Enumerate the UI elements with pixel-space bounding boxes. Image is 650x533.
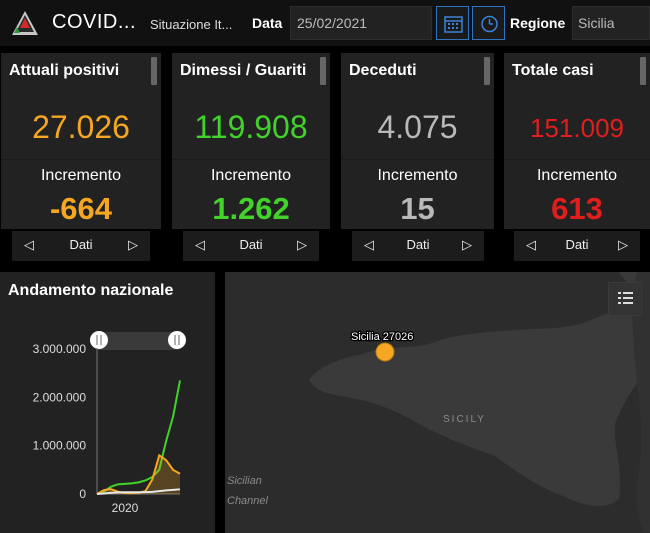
- next-icon[interactable]: ▷: [462, 237, 472, 252]
- sicilia-marker[interactable]: [375, 342, 395, 362]
- pager-label: Dati: [69, 237, 93, 252]
- app-title: COVID...: [52, 11, 137, 33]
- prev-icon[interactable]: ◁: [195, 237, 205, 252]
- prev-icon[interactable]: ◁: [526, 237, 536, 252]
- card-value: 27.026: [32, 109, 130, 145]
- card-value: 4.075: [377, 109, 458, 145]
- card-pager: ◁ Dati ▷: [514, 231, 640, 261]
- map-marker-label: Sicilia 27026: [351, 331, 413, 343]
- calendar-icon: [444, 16, 463, 33]
- card-title: Attuali positivi: [9, 62, 120, 79]
- map-label-channel: Channel: [227, 495, 269, 507]
- date-label: Data: [252, 15, 283, 31]
- map-label-sicilian: Sicilian: [227, 475, 262, 487]
- series-line-0: [96, 380, 181, 495]
- legend-button[interactable]: [608, 282, 642, 316]
- card-increment-label: Incremento: [536, 167, 618, 184]
- y-tick-label: 1.000.000: [33, 439, 87, 453]
- card-increment-value: 15: [400, 191, 435, 226]
- pager-label: Dati: [406, 237, 430, 252]
- date-input[interactable]: [290, 6, 432, 40]
- card-title: Totale casi: [512, 62, 594, 79]
- card-totale-casi: Totale casi 151.009 Incremento 613: [504, 53, 650, 229]
- card-increment-label: Incremento: [210, 167, 292, 184]
- card-scrollbar[interactable]: [151, 57, 157, 85]
- card-pager: ◁ Dati ▷: [352, 231, 484, 261]
- card-deceduti: Deceduti 4.075 Incremento 15: [341, 53, 494, 229]
- slider-handle-right[interactable]: [168, 331, 186, 349]
- card-increment-value: 1.262: [212, 191, 290, 226]
- series-area: [97, 455, 180, 494]
- national-trend-chart[interactable]: 0 1.000.000 2.000.000 3.000.000 2020: [0, 272, 215, 533]
- card-increment-value: 613: [551, 191, 603, 226]
- card-increment-label: Incremento: [377, 167, 458, 184]
- card-divider: [504, 159, 650, 160]
- pager-label: Dati: [565, 237, 589, 252]
- x-tick-label: 2020: [112, 501, 139, 515]
- card-increment-label: Incremento: [40, 167, 122, 184]
- region-label: Regione: [510, 15, 566, 31]
- card-pager: ◁ Dati ▷: [183, 231, 319, 261]
- slider-handle-left[interactable]: [90, 331, 108, 349]
- y-tick-label: 2.000.000: [33, 390, 87, 404]
- pager-label: Dati: [239, 237, 263, 252]
- card-divider: [1, 159, 161, 160]
- card-title: Deceduti: [349, 62, 417, 79]
- region-input[interactable]: [572, 6, 650, 40]
- chart-slider-track[interactable]: [97, 332, 179, 350]
- card-value: 151.009: [530, 113, 624, 143]
- card-divider: [341, 159, 494, 160]
- map-panel[interactable]: Sicilia 27026 SICILY Sicilian Channel: [225, 272, 650, 533]
- card-scrollbar[interactable]: [484, 57, 490, 85]
- calendar-button[interactable]: [436, 6, 469, 40]
- next-icon[interactable]: ▷: [297, 237, 307, 252]
- card-title: Dimessi / Guariti: [180, 62, 307, 79]
- y-tick-label: 3.000.000: [33, 342, 87, 356]
- card-scrollbar[interactable]: [640, 57, 646, 85]
- clock-button[interactable]: [472, 6, 505, 40]
- prev-icon[interactable]: ◁: [364, 237, 374, 252]
- app-header: COVID... Situazione It... Data Regione: [0, 0, 650, 46]
- y-tick-label: 0: [79, 487, 86, 501]
- map-canvas[interactable]: Sicilia 27026 SICILY Sicilian Channel: [225, 272, 650, 533]
- prev-icon[interactable]: ◁: [24, 237, 34, 252]
- chart-title: Andamento nazionale: [8, 282, 174, 299]
- list-icon: [618, 292, 633, 304]
- chart-panel: Andamento nazionale 0 1.000.000 2.000.000 3…: [0, 272, 215, 533]
- map-label-sicily: SICILY: [443, 414, 486, 425]
- app-subtitle: Situazione It...: [150, 17, 233, 32]
- next-icon[interactable]: ▷: [128, 237, 138, 252]
- card-value: 119.908: [194, 109, 308, 145]
- card-scrollbar[interactable]: [320, 57, 326, 85]
- card-attuali-positivi: Attuali positivi 27.026 Incremento -664: [1, 53, 161, 229]
- clock-icon: [481, 15, 498, 33]
- card-dimessi-guariti: Dimessi / Guariti 119.908 Incremento 1.2…: [172, 53, 330, 229]
- app-logo-icon: [12, 11, 38, 35]
- card-increment-value: -664: [49, 191, 113, 226]
- card-divider: [172, 159, 330, 160]
- italy-coast-landmass: [632, 272, 650, 532]
- series-line-2: [96, 488, 181, 495]
- next-icon[interactable]: ▷: [618, 237, 628, 252]
- card-pager: ◁ Dati ▷: [12, 231, 150, 261]
